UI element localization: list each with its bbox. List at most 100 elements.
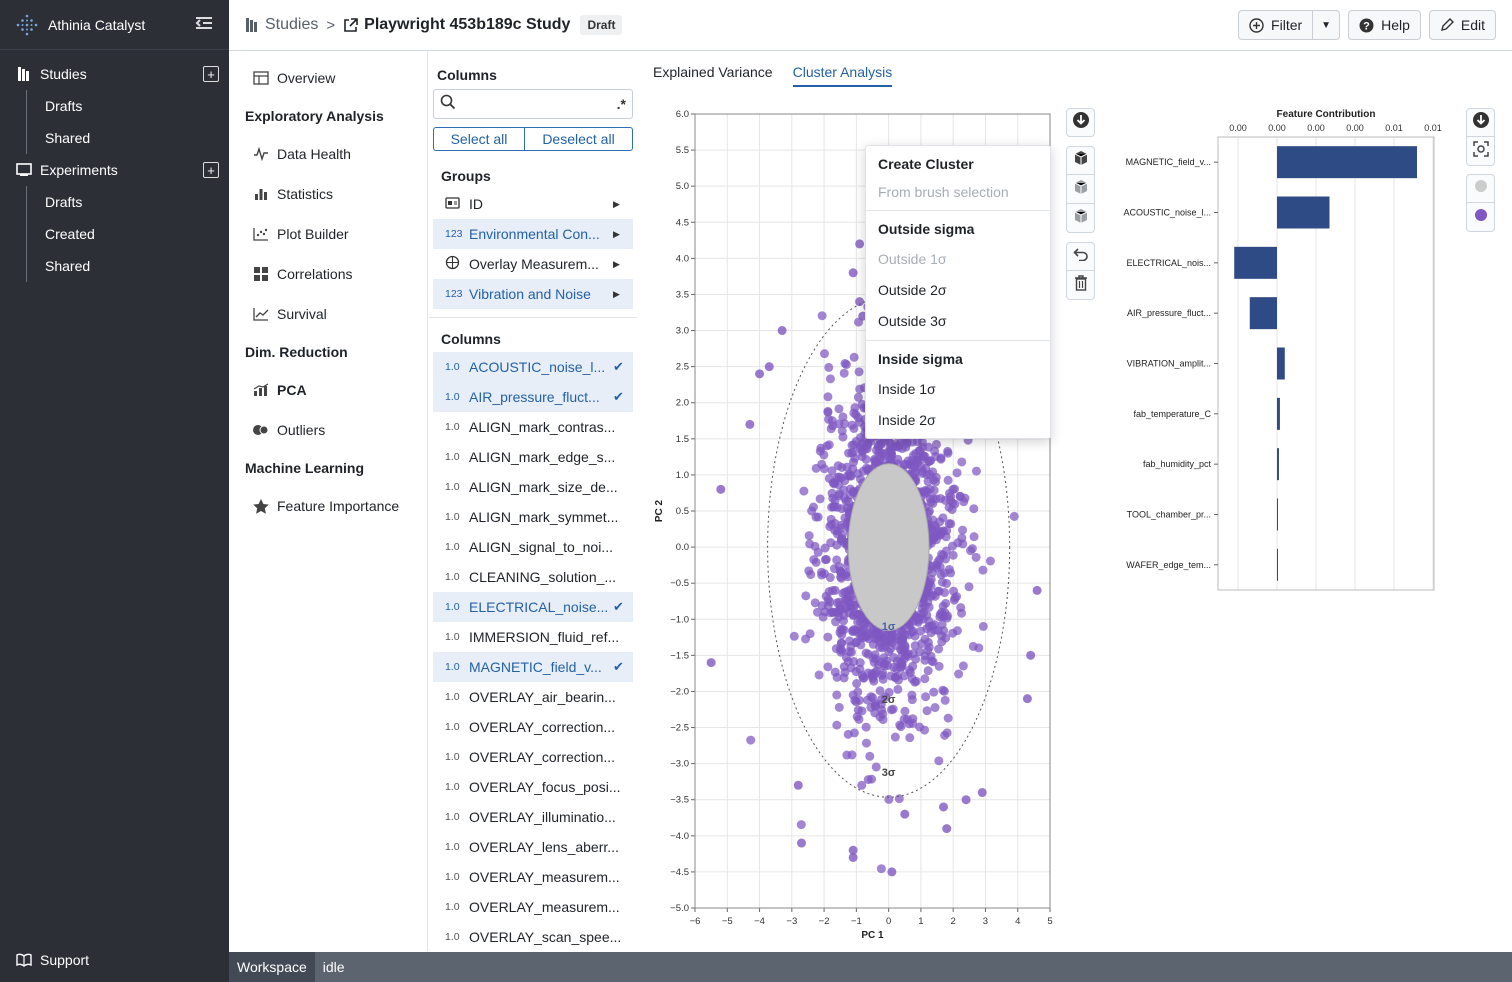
filter-dropdown-button[interactable]: ▼ bbox=[1313, 20, 1339, 31]
scatter-point bbox=[840, 667, 850, 677]
scatter-point bbox=[823, 595, 833, 605]
scatter-point bbox=[942, 526, 952, 536]
x-tick-label: 0.01 bbox=[1424, 123, 1442, 133]
scatter-point bbox=[806, 570, 816, 580]
pca-scatter-chart[interactable]: −6 −5 −4 −3 −2 −1 0 1 2 3 4 5 −5.0 −4.5 −4.0 −3.5 −3.0 −2… bbox=[650, 100, 1060, 945]
column-row[interactable]: 1.0 ALIGN_mark_size_de... bbox=[433, 472, 633, 502]
sidebar-item-drafts[interactable]: Drafts bbox=[45, 98, 83, 114]
column-row[interactable]: 1.0 ALIGN_mark_contras... bbox=[433, 412, 633, 442]
column-row[interactable]: 1.0 ALIGN_mark_symmet... bbox=[433, 502, 633, 532]
collapse-sidebar-icon[interactable] bbox=[195, 14, 213, 35]
scatter-point bbox=[823, 407, 833, 417]
x-tick-label: −1 bbox=[851, 916, 862, 927]
undo-button[interactable] bbox=[1066, 242, 1095, 271]
download-icon bbox=[1472, 111, 1490, 134]
group-row[interactable]: 123 Environmental Con... ▶ bbox=[433, 219, 633, 249]
column-row[interactable]: 1.0 OVERLAY_correction... bbox=[433, 742, 633, 772]
nav-feature-importance[interactable]: Feature Importance bbox=[229, 486, 427, 526]
scatter-point bbox=[934, 526, 944, 536]
add-study-button[interactable]: + bbox=[203, 66, 219, 82]
group-row[interactable]: 123 Vibration and Noise ▶ bbox=[433, 279, 633, 309]
nav-correlations[interactable]: Correlations bbox=[229, 254, 427, 294]
column-row[interactable]: 1.0 ALIGN_mark_edge_s... bbox=[433, 442, 633, 472]
expand-arrow-icon[interactable]: ▶ bbox=[613, 228, 620, 239]
menu-item-inside-1-sigma[interactable]: Inside 1σ bbox=[878, 380, 936, 397]
column-row[interactable]: 1.0 ELECTRICAL_noise... ✔ bbox=[433, 592, 633, 622]
column-row[interactable]: 1.0 OVERLAY_illuminatio... bbox=[433, 802, 633, 832]
expand-arrow-icon[interactable]: ▶ bbox=[613, 258, 620, 269]
bar bbox=[1249, 297, 1277, 330]
deselect-all-button[interactable]: Deselect all bbox=[525, 127, 633, 151]
column-row[interactable]: 1.0 AIR_pressure_fluct... ✔ bbox=[433, 382, 633, 412]
expand-arrow-icon[interactable]: ▶ bbox=[613, 198, 620, 209]
focus-button[interactable] bbox=[1466, 137, 1495, 166]
groups-heading: Groups bbox=[441, 168, 491, 184]
menu-item-inside-2-sigma[interactable]: Inside 2σ bbox=[878, 411, 936, 428]
scatter-point bbox=[849, 408, 859, 418]
sidebar-section-experiments[interactable]: Experiments + bbox=[0, 154, 229, 186]
select-all-button[interactable]: Select all bbox=[433, 127, 525, 151]
column-search-input[interactable]: .* bbox=[433, 89, 633, 119]
pca-chart-icon bbox=[253, 382, 269, 398]
tab-cluster-analysis[interactable]: Cluster Analysis bbox=[792, 64, 893, 87]
sidebar-item-shared[interactable]: Shared bbox=[45, 130, 91, 146]
sidebar-item-created[interactable]: Created bbox=[45, 226, 95, 242]
nav-outliers[interactable]: Outliers bbox=[229, 410, 427, 450]
float-type-badge: 1.0 bbox=[445, 391, 460, 403]
nav-pca[interactable]: PCA bbox=[229, 370, 427, 410]
legend-toggle-purple[interactable] bbox=[1466, 203, 1495, 232]
scatter-point bbox=[915, 647, 925, 657]
scatter-point bbox=[846, 471, 856, 481]
external-link-icon[interactable] bbox=[343, 17, 358, 33]
column-row[interactable]: 1.0 OVERLAY_scan_spee... bbox=[433, 922, 633, 952]
column-name: OVERLAY_air_bearin... bbox=[469, 689, 616, 705]
help-button[interactable]: ? Help bbox=[1348, 10, 1421, 40]
legend-toggle-gray[interactable] bbox=[1466, 174, 1495, 203]
sidebar-item-drafts[interactable]: Drafts bbox=[45, 194, 83, 210]
menu-item-outside-2-sigma[interactable]: Outside 2σ bbox=[878, 281, 947, 298]
float-type-badge: 1.0 bbox=[445, 601, 460, 613]
edit-button[interactable]: Edit bbox=[1428, 10, 1496, 40]
scatter-point bbox=[921, 692, 931, 702]
scatter-point bbox=[804, 531, 814, 541]
regex-toggle[interactable]: .* bbox=[616, 96, 626, 112]
nav-data-health[interactable]: Data Health bbox=[229, 134, 427, 174]
tab-explained-variance[interactable]: Explained Variance bbox=[653, 64, 773, 80]
nav-statistics[interactable]: Statistics bbox=[229, 174, 427, 214]
menu-item-outside-3-sigma[interactable]: Outside 3σ bbox=[878, 312, 947, 329]
sidebar-item-shared[interactable]: Shared bbox=[45, 258, 91, 274]
column-row[interactable]: 1.0 OVERLAY_correction... bbox=[433, 712, 633, 742]
column-row[interactable]: 1.0 OVERLAY_measurem... bbox=[433, 862, 633, 892]
group-row[interactable]: ID ▶ bbox=[433, 189, 633, 219]
column-row[interactable]: 1.0 OVERLAY_focus_posi... bbox=[433, 772, 633, 802]
column-row[interactable]: 1.0 ALIGN_signal_to_noi... bbox=[433, 532, 633, 562]
nav-plot-builder[interactable]: Plot Builder bbox=[229, 214, 427, 254]
expand-arrow-icon[interactable]: ▶ bbox=[613, 288, 620, 299]
column-row[interactable]: 1.0 IMMERSION_fluid_ref... bbox=[433, 622, 633, 652]
download-button[interactable] bbox=[1466, 108, 1495, 137]
column-row[interactable]: 1.0 OVERLAY_measurem... bbox=[433, 892, 633, 922]
delete-button[interactable] bbox=[1066, 271, 1095, 300]
scatter-point bbox=[946, 519, 956, 529]
column-row[interactable]: 1.0 MAGNETIC_field_v... ✔ bbox=[433, 652, 633, 682]
nav-overview[interactable]: Overview bbox=[229, 58, 427, 98]
breadcrumb-studies-link[interactable]: Studies bbox=[265, 16, 319, 33]
create-cluster-button[interactable] bbox=[1066, 146, 1095, 175]
x-tick-label: −5 bbox=[722, 916, 733, 927]
filter-button[interactable]: Filter bbox=[1239, 11, 1314, 39]
column-row[interactable]: 1.0 OVERLAY_lens_aberr... bbox=[433, 832, 633, 862]
support-link[interactable]: Support bbox=[16, 952, 89, 968]
nav-survival[interactable]: Survival bbox=[229, 294, 427, 334]
y-axis-title: PC 2 bbox=[654, 499, 665, 522]
column-row[interactable]: 1.0 ACOUSTIC_noise_l... ✔ bbox=[433, 352, 633, 382]
column-row[interactable]: 1.0 OVERLAY_air_bearin... bbox=[433, 682, 633, 712]
add-experiment-button[interactable]: + bbox=[203, 162, 219, 178]
cluster-remove-button[interactable] bbox=[1066, 204, 1095, 233]
scatter-point bbox=[971, 466, 981, 476]
sidebar-section-studies[interactable]: Studies + bbox=[0, 58, 229, 90]
cluster-add-button[interactable] bbox=[1066, 175, 1095, 204]
group-row[interactable]: Overlay Measurem... ▶ bbox=[433, 249, 633, 279]
download-button[interactable] bbox=[1066, 108, 1095, 137]
column-row[interactable]: 1.0 CLEANING_solution_... bbox=[433, 562, 633, 592]
scatter-point bbox=[936, 570, 946, 580]
